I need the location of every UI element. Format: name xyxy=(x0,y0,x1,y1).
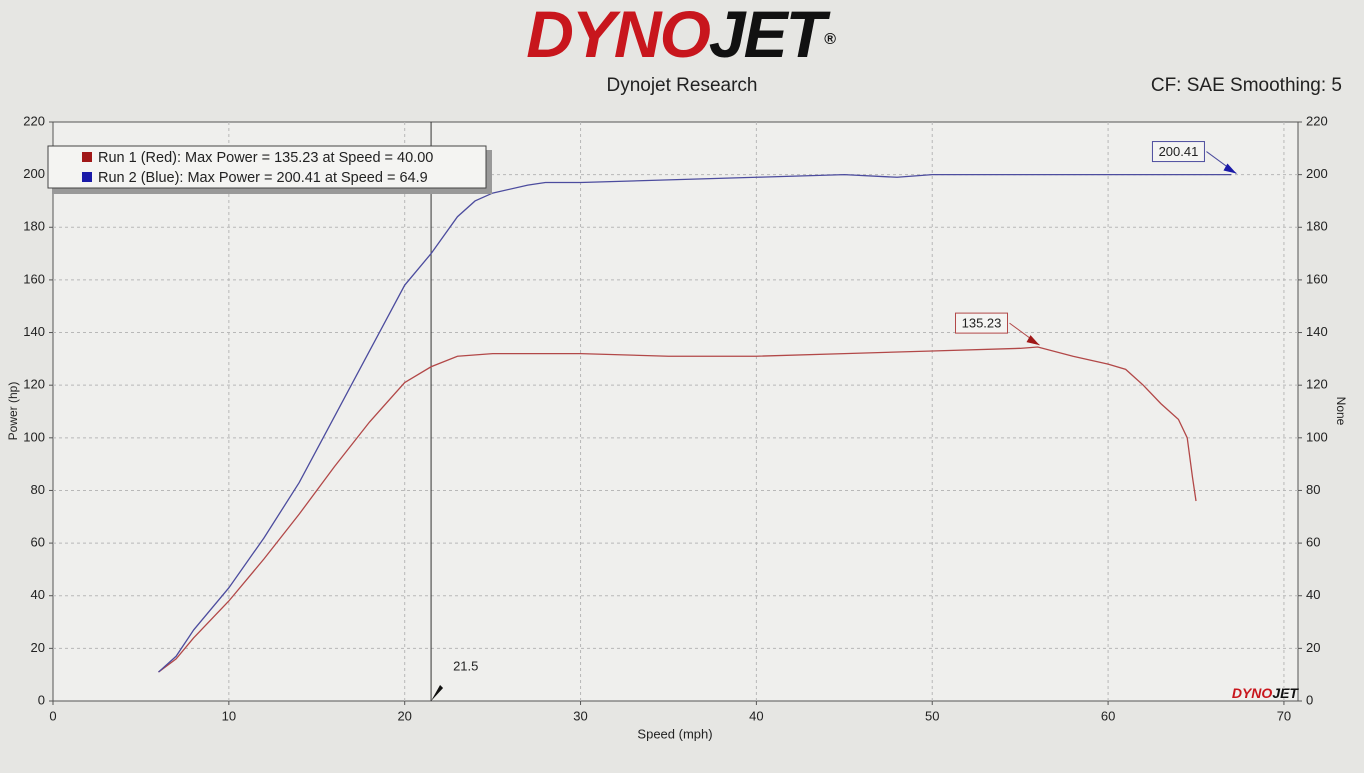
y2-tick-label: 60 xyxy=(1306,535,1320,550)
x-tick-label: 0 xyxy=(49,708,56,723)
y2-tick-label: 20 xyxy=(1306,640,1320,655)
y2-tick-label: 140 xyxy=(1306,324,1328,339)
logo-part: JET xyxy=(709,0,831,71)
legend-swatch xyxy=(82,152,92,162)
series-line xyxy=(158,173,1232,673)
cursor-arrow xyxy=(431,685,444,701)
y2-tick-label: 80 xyxy=(1306,482,1320,497)
logo-part: DYNO xyxy=(526,0,710,71)
x-tick-label: 30 xyxy=(573,708,587,723)
x-tick-label: 70 xyxy=(1277,708,1291,723)
logo-part: DYNO xyxy=(1232,685,1273,701)
annotation-label: 135.23 xyxy=(962,316,1002,331)
y2-tick-label: 40 xyxy=(1306,587,1320,602)
y-tick-label: 40 xyxy=(31,587,45,602)
y2-tick-label: 0 xyxy=(1306,692,1313,707)
subtitle: Dynojet Research xyxy=(606,75,757,96)
annotation-label: 200.41 xyxy=(1159,144,1199,159)
x-tick-label: 10 xyxy=(222,708,236,723)
plot-area xyxy=(52,121,1299,702)
x-tick-label: 60 xyxy=(1101,708,1115,723)
y-tick-label: 120 xyxy=(23,377,45,392)
legend-label: Run 1 (Red): Max Power = 135.23 at Speed… xyxy=(98,150,433,166)
x-axis-title: Speed (mph) xyxy=(637,726,712,741)
y-tick-label: 100 xyxy=(23,429,45,444)
x-tick-label: 50 xyxy=(925,708,939,723)
legend-label: Run 2 (Blue): Max Power = 200.41 at Spee… xyxy=(98,170,428,186)
y-tick-label: 220 xyxy=(23,113,45,128)
y-tick-label: 180 xyxy=(23,219,45,234)
y-tick-label: 160 xyxy=(23,271,45,286)
series-line xyxy=(158,346,1197,673)
y2-tick-label: 160 xyxy=(1306,271,1328,286)
legend-swatch xyxy=(82,172,92,182)
annotation-box xyxy=(955,312,1009,334)
settings-text: CF: SAE Smoothing: 5 xyxy=(1151,75,1342,96)
y2-tick-label: 100 xyxy=(1306,429,1328,444)
y2-tick-label: 180 xyxy=(1306,219,1328,234)
y-tick-label: 60 xyxy=(31,535,45,550)
annotation-box xyxy=(1151,141,1205,163)
y2-axis-title: None xyxy=(1334,397,1348,426)
annotation-arrowhead xyxy=(1223,163,1237,174)
logo: DYNOJET® xyxy=(526,0,836,71)
logo-part: JET xyxy=(1272,685,1299,701)
small-logo: DYNOJET xyxy=(1232,685,1300,701)
y-tick-label: 20 xyxy=(31,640,45,655)
y-tick-label: 80 xyxy=(31,482,45,497)
y-tick-label: 140 xyxy=(23,324,45,339)
y-tick-label: 200 xyxy=(23,166,45,181)
cursor-label: 21.5 xyxy=(453,658,478,673)
x-tick-label: 20 xyxy=(397,708,411,723)
y-tick-label: 0 xyxy=(38,692,45,707)
y2-tick-label: 220 xyxy=(1306,113,1328,128)
x-tick-label: 40 xyxy=(749,708,763,723)
y2-tick-label: 120 xyxy=(1306,377,1328,392)
legend-box xyxy=(47,145,487,189)
annotation-arrowhead xyxy=(1026,335,1040,346)
y2-tick-label: 200 xyxy=(1306,166,1328,181)
y-axis-title: Power (hp) xyxy=(6,382,20,441)
